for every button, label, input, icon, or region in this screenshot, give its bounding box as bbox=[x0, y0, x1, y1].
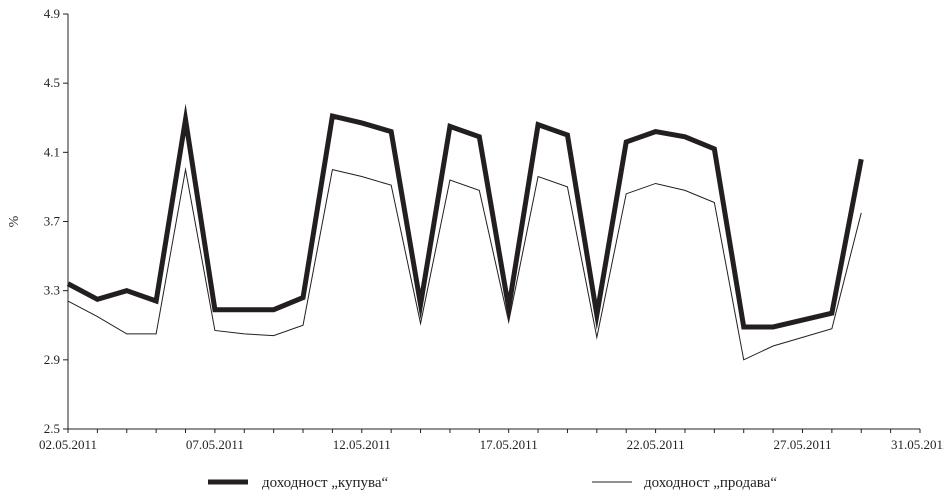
y-axis-label: % bbox=[7, 215, 22, 227]
x-tick-label: 12.05.2011 bbox=[333, 437, 391, 452]
legend: доходност „купува“ доходност „продава“ bbox=[208, 475, 777, 491]
y-tick-label: 2.5 bbox=[44, 421, 60, 436]
series-line-sell bbox=[67, 166, 862, 361]
x-tick-label: 27.05.2011 bbox=[773, 437, 831, 452]
y-tick-label: 4.1 bbox=[44, 144, 60, 159]
series-group bbox=[66, 103, 864, 361]
x-tick-label: 17.05.2011 bbox=[480, 437, 538, 452]
x-ticks: 02.05.2011 07.05.2011 12.05.2011 17.05.2011… bbox=[39, 429, 944, 452]
y-tick-label: 3.7 bbox=[44, 214, 61, 229]
x-tick-label: 31.05.2011 bbox=[891, 437, 944, 452]
x-tick-label: 07.05.2011 bbox=[186, 437, 244, 452]
x-tick-label: 02.05.2011 bbox=[39, 437, 97, 452]
series-line-buy bbox=[66, 103, 864, 331]
y-tick-label: 4.5 bbox=[44, 75, 60, 90]
y-tick-label: 4.9 bbox=[44, 6, 60, 21]
legend-label-sell: доходност „продава“ bbox=[644, 475, 777, 491]
y-ticks: 2.5 2.9 3.3 3.7 4.1 4.5 4.9 bbox=[44, 6, 68, 436]
y-tick-label: 3.3 bbox=[44, 283, 60, 298]
x-tick-label: 22.05.2011 bbox=[627, 437, 685, 452]
y-tick-label: 2.9 bbox=[44, 352, 60, 367]
legend-label-buy: доходност „купува“ bbox=[262, 475, 389, 491]
